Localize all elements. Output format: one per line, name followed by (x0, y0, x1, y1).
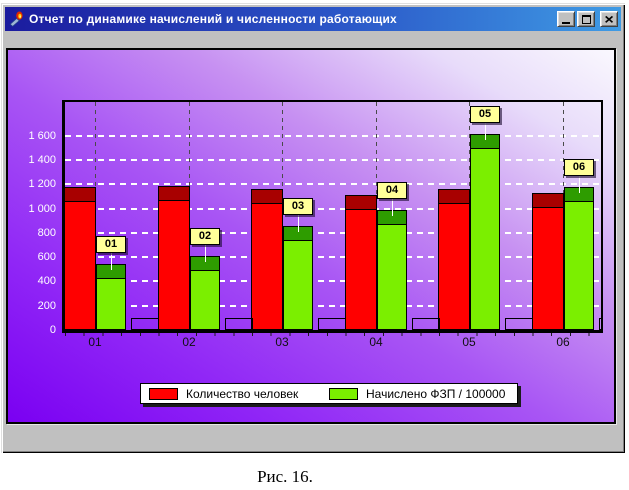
legend-item: Начислено ФЗП / 100000 (329, 387, 509, 401)
bar (158, 186, 190, 330)
gridline-horizontal (65, 256, 601, 258)
close-icon: × (604, 11, 614, 27)
point-label-connector (579, 176, 580, 193)
legend-swatch (329, 387, 358, 400)
gridline-horizontal (65, 135, 601, 137)
x-tick-label: 06 (556, 335, 570, 349)
point-label-connector (298, 215, 299, 232)
minimize-icon (562, 22, 570, 24)
bar-top-cap (191, 257, 219, 271)
ghost-bar (412, 318, 440, 330)
bar (283, 226, 313, 330)
bar-top-cap (565, 188, 593, 202)
y-tick-label: 800 (37, 227, 56, 239)
bar (65, 187, 96, 330)
point-label: 01 (96, 236, 126, 253)
gridline-horizontal (65, 280, 601, 282)
point-label-connector (485, 123, 486, 140)
gridline-horizontal (65, 232, 601, 234)
close-button[interactable]: × (600, 11, 618, 27)
point-label: 03 (283, 198, 313, 215)
gridline-horizontal (65, 208, 601, 210)
ghost-bar (225, 318, 253, 330)
point-label-connector (392, 199, 393, 216)
bar (377, 210, 407, 330)
bar (190, 256, 220, 330)
bar (438, 189, 470, 330)
chart-panel: 0 200 400 600 800 1 000 1 200 1 400 1 600 01 02 03… (6, 48, 616, 424)
bar (345, 195, 377, 330)
bar-top-cap (533, 194, 563, 208)
point-label: 02 (190, 228, 220, 245)
window-title: Отчет по динамике начислений и численнос… (29, 12, 397, 26)
ghost-bar (131, 318, 159, 330)
bar (532, 193, 564, 330)
bar (564, 187, 594, 330)
bar (96, 264, 126, 330)
ghost-bar (505, 318, 533, 330)
title-bar[interactable]: Отчет по динамике начислений и численнос… (5, 7, 621, 31)
bar-top-cap (97, 265, 125, 279)
bar-top-cap (252, 190, 282, 204)
ghost-bar (599, 318, 601, 330)
legend-label: Начислено ФЗП / 100000 (366, 386, 506, 401)
y-tick-label: 1 600 (28, 130, 56, 142)
point-label-connector (205, 245, 206, 262)
legend-label: Количество человек (186, 386, 299, 401)
bar-top-cap (284, 227, 312, 241)
bar (470, 134, 500, 330)
bar-top-cap (439, 190, 469, 204)
y-axis-labels: 0 200 400 600 800 1 000 1 200 1 400 1 600 (8, 102, 56, 336)
minimize-button[interactable] (557, 11, 575, 27)
maximize-icon (581, 14, 591, 24)
point-label: 06 (564, 159, 594, 176)
y-tick-label: 600 (37, 251, 56, 263)
bar-top-cap (159, 187, 189, 201)
x-tick-label: 05 (462, 335, 476, 349)
bar-top-cap (471, 135, 499, 149)
legend-item: Количество человек (149, 387, 329, 401)
torch-app-icon[interactable] (8, 11, 25, 28)
x-axis-minor-ticks (65, 333, 601, 336)
gridline-horizontal (65, 159, 601, 161)
x-tick-label: 04 (369, 335, 383, 349)
point-label-connector (111, 253, 112, 270)
maximize-button[interactable] (577, 11, 595, 27)
legend-swatch (149, 387, 178, 400)
bar-top-cap (378, 211, 406, 225)
gridline-horizontal (65, 183, 601, 185)
chart-legend: Количество человек Начислено ФЗП / 100000 (140, 383, 518, 404)
y-tick-label: 1 400 (28, 154, 56, 166)
y-tick-label: 0 (49, 324, 56, 336)
gridline-horizontal (65, 305, 601, 307)
y-tick-label: 1 200 (28, 178, 56, 190)
x-tick-label: 03 (275, 335, 289, 349)
figure-caption: Рис. 16. (257, 467, 313, 486)
x-tick-label: 01 (88, 335, 102, 349)
point-label: 04 (377, 182, 407, 199)
x-axis-labels: 01 02 03 04 05 06 (65, 335, 601, 349)
point-label: 05 (470, 106, 500, 123)
bar-top-cap (346, 196, 376, 210)
x-tick-label: 02 (182, 335, 196, 349)
y-tick-label: 400 (37, 275, 56, 287)
window-controls: × (557, 11, 618, 27)
app-window: Отчет по динамике начислений и численнос… (1, 3, 625, 453)
bar (251, 189, 283, 330)
plot-area: 01 02 03 04 05 06 (62, 100, 603, 333)
y-tick-label: 1 000 (28, 203, 56, 215)
bar-top-cap (65, 188, 95, 202)
ghost-bar (318, 318, 346, 330)
y-tick-label: 200 (37, 300, 56, 312)
